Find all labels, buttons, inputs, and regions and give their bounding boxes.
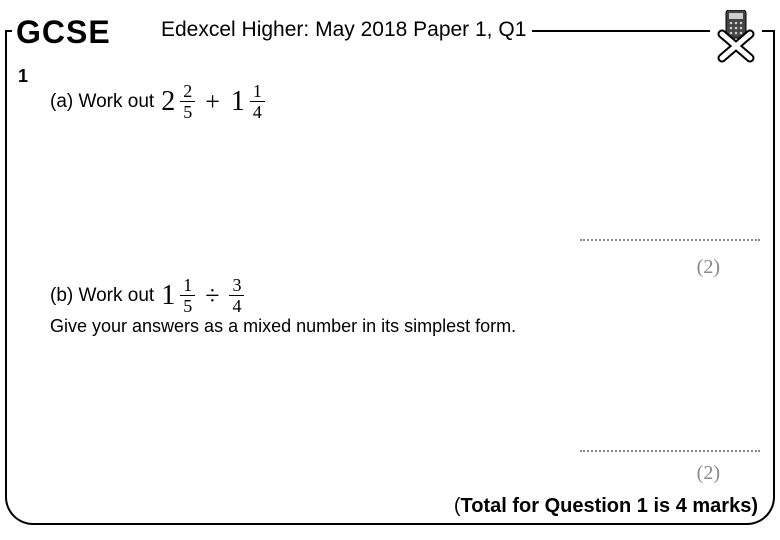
term2-whole: 1 [231,86,245,118]
part-a: (a) Work out 2 2 5 + 1 1 4 [50,82,267,121]
part-b-expression: 1 1 5 ÷ 3 4 [158,276,246,315]
term2-fraction: 3 4 [229,276,244,315]
part-b-note: Give your answers as a mixed number in i… [50,316,516,337]
marks-a: (2) [697,256,720,279]
part-a-expression: 2 2 5 + 1 1 4 [158,82,267,121]
part-b-label: (b) Work out [50,285,154,307]
paper-title: Edexcel Higher: May 2018 Paper 1, Q1 [155,18,532,42]
term1-fraction: 2 5 [180,82,195,121]
part-a-label: (a) Work out [50,91,154,113]
gcse-label: GCSE [12,14,115,51]
term1-whole: 2 [161,86,175,118]
part-b: (b) Work out 1 1 5 ÷ 3 4 [50,276,246,315]
term1-fraction: 1 5 [180,276,195,315]
operator-divide-icon: ÷ [205,281,219,311]
marks-b: (2) [697,462,720,485]
term1-whole: 1 [161,280,175,312]
total-marks: (Total for Question 1 is 4 marks) [454,495,758,518]
answer-line-a [580,239,760,241]
exam-question-page: GCSE Edexcel Higher: May 2018 Paper 1, Q… [0,0,780,540]
no-calculator-icon [710,10,762,64]
answer-line-b [580,450,760,452]
question-number: 1 [18,66,28,87]
operator-plus-icon: + [205,87,220,117]
term2-fraction: 1 4 [250,82,265,121]
